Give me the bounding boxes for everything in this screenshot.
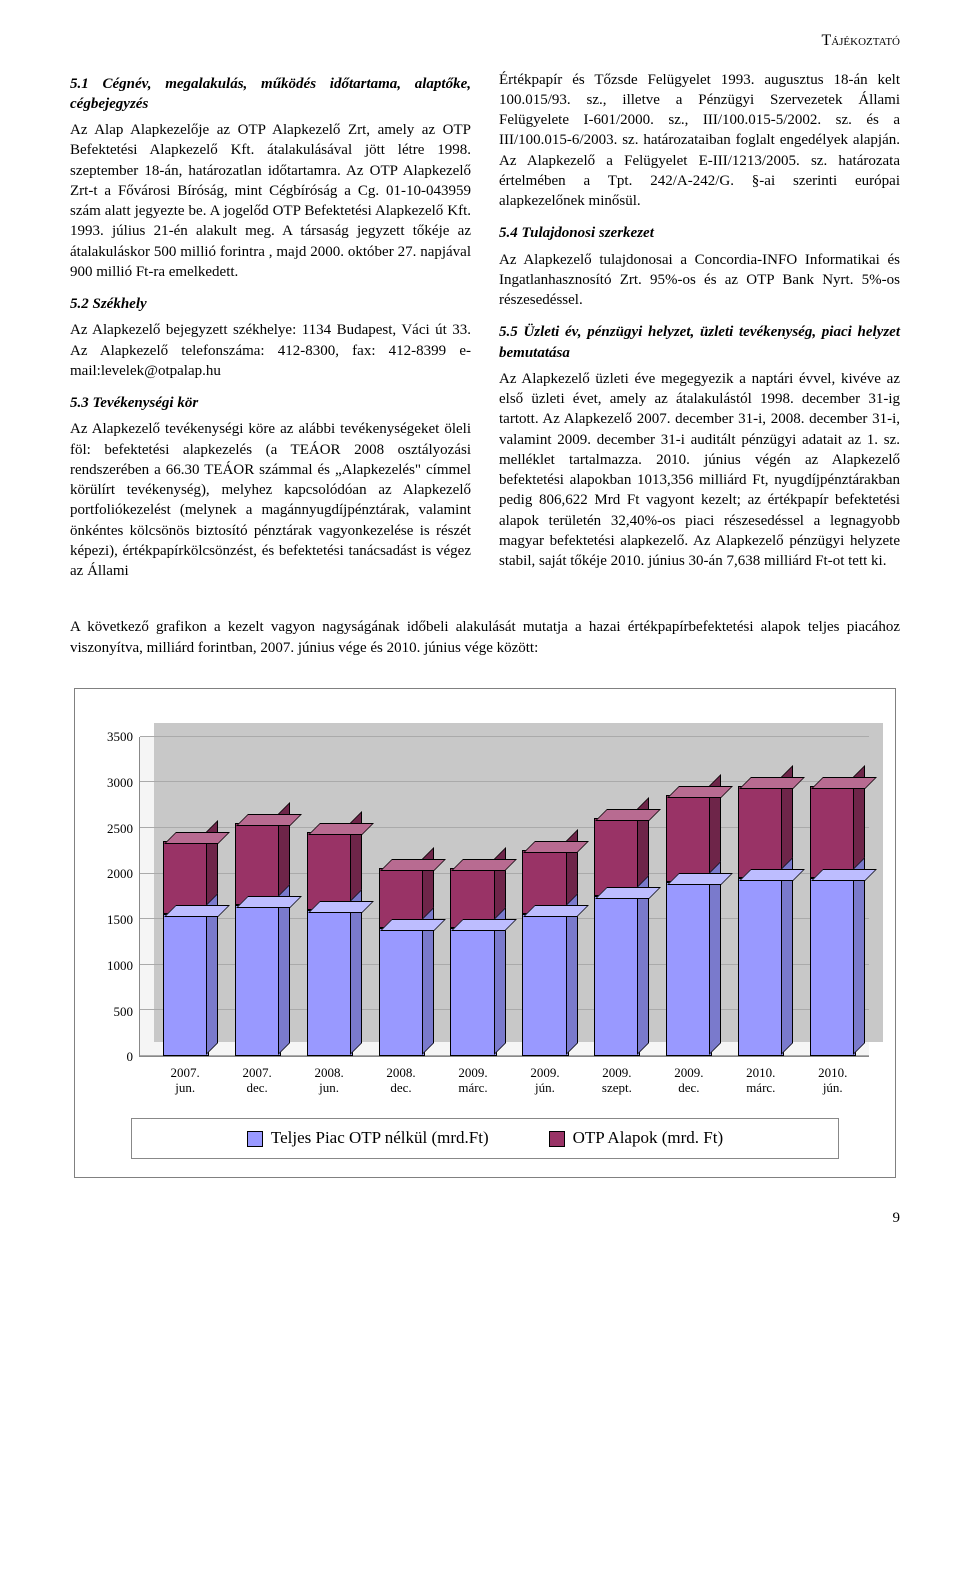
stacked-bar-chart: 0500100015002000250030003500 2007.jun.20… [74,688,896,1178]
bar-group [232,737,284,1056]
chart-ytick: 3500 [93,728,133,746]
legend-item-market: Teljes Piac OTP nélkül (mrd.Ft) [247,1127,489,1150]
bar-group [376,737,428,1056]
chart-ytick: 1500 [93,911,133,929]
chart-ytick: 3000 [93,774,133,792]
bar-group [735,737,787,1056]
section-5-5-body: Az Alapkezelő üzleti éve megegyezik a na… [499,369,900,572]
right-column: Értékpapír és Tőzsde Felügyelet 1993. au… [499,70,900,594]
bar-group [160,737,212,1056]
bar-group [304,737,356,1056]
chart-x-label: 2008.jun. [303,1065,355,1096]
chart-ytick: 1000 [93,957,133,975]
chart-x-label: 2009.jún. [519,1065,571,1096]
section-5-2-title: 5.2 Székhely [70,294,471,314]
chart-ytick: 500 [93,1002,133,1020]
section-5-1-body: Az Alap Alapkezelője az OTP Alapkezelő Z… [70,120,471,282]
left-column: 5.1 Cégnév, megalakulás, működés időtart… [70,70,471,594]
page-number: 9 [70,1208,900,1228]
bar-group [591,737,643,1056]
section-5-4-body: Az Alapkezelő tulajdonosai a Concordia-I… [499,250,900,311]
legend-label-otp: OTP Alapok (mrd. Ft) [573,1127,723,1150]
right-continuation: Értékpapír és Tőzsde Felügyelet 1993. au… [499,70,900,212]
legend-label-market: Teljes Piac OTP nélkül (mrd.Ft) [271,1127,489,1150]
section-5-3-body: Az Alapkezelő tevékenységi köre az alább… [70,419,471,581]
chart-x-label: 2009.dec. [663,1065,715,1096]
bar-group [807,737,859,1056]
bar-group [519,737,571,1056]
chart-x-axis-labels: 2007.jun. 2007.dec. 2008.jun. 2008.dec. 2009… [139,1065,869,1096]
chart-x-label: 2007.jun. [159,1065,211,1096]
two-column-body: 5.1 Cégnév, megalakulás, működés időtart… [70,70,900,594]
bar-group [663,737,715,1056]
section-5-3-title: 5.3 Tevékenységi kör [70,393,471,413]
chart-legend: Teljes Piac OTP nélkül (mrd.Ft) OTP Alap… [131,1118,839,1159]
chart-x-label: 2008.dec. [375,1065,427,1096]
chart-intro-text: A következő grafikon a kezelt vagyon nag… [70,617,900,658]
chart-plot-area: 0500100015002000250030003500 [139,717,869,1057]
legend-swatch-otp [549,1131,565,1147]
chart-x-label: 2009.szept. [591,1065,643,1096]
chart-ytick: 2000 [93,865,133,883]
chart-x-label: 2010.jún. [807,1065,859,1096]
chart-x-label: 2009.márc. [447,1065,499,1096]
section-5-4-title: 5.4 Tulajdonosi szerkezet [499,223,900,243]
chart-x-label: 2010.márc. [735,1065,787,1096]
bar-group [447,737,499,1056]
running-header: Tájékoztató [70,30,900,52]
section-5-5-title: 5.5 Üzleti év, pénzügyi helyzet, üzleti … [499,322,900,363]
section-5-1-title: 5.1 Cégnév, megalakulás, működés időtart… [70,74,471,115]
legend-swatch-market [247,1131,263,1147]
chart-x-label: 2007.dec. [231,1065,283,1096]
section-5-2-body: Az Alapkezelő bejegyzett székhelye: 1134… [70,320,471,381]
chart-ytick: 0 [93,1048,133,1066]
legend-item-otp: OTP Alapok (mrd. Ft) [549,1127,723,1150]
chart-ytick: 2500 [93,820,133,838]
